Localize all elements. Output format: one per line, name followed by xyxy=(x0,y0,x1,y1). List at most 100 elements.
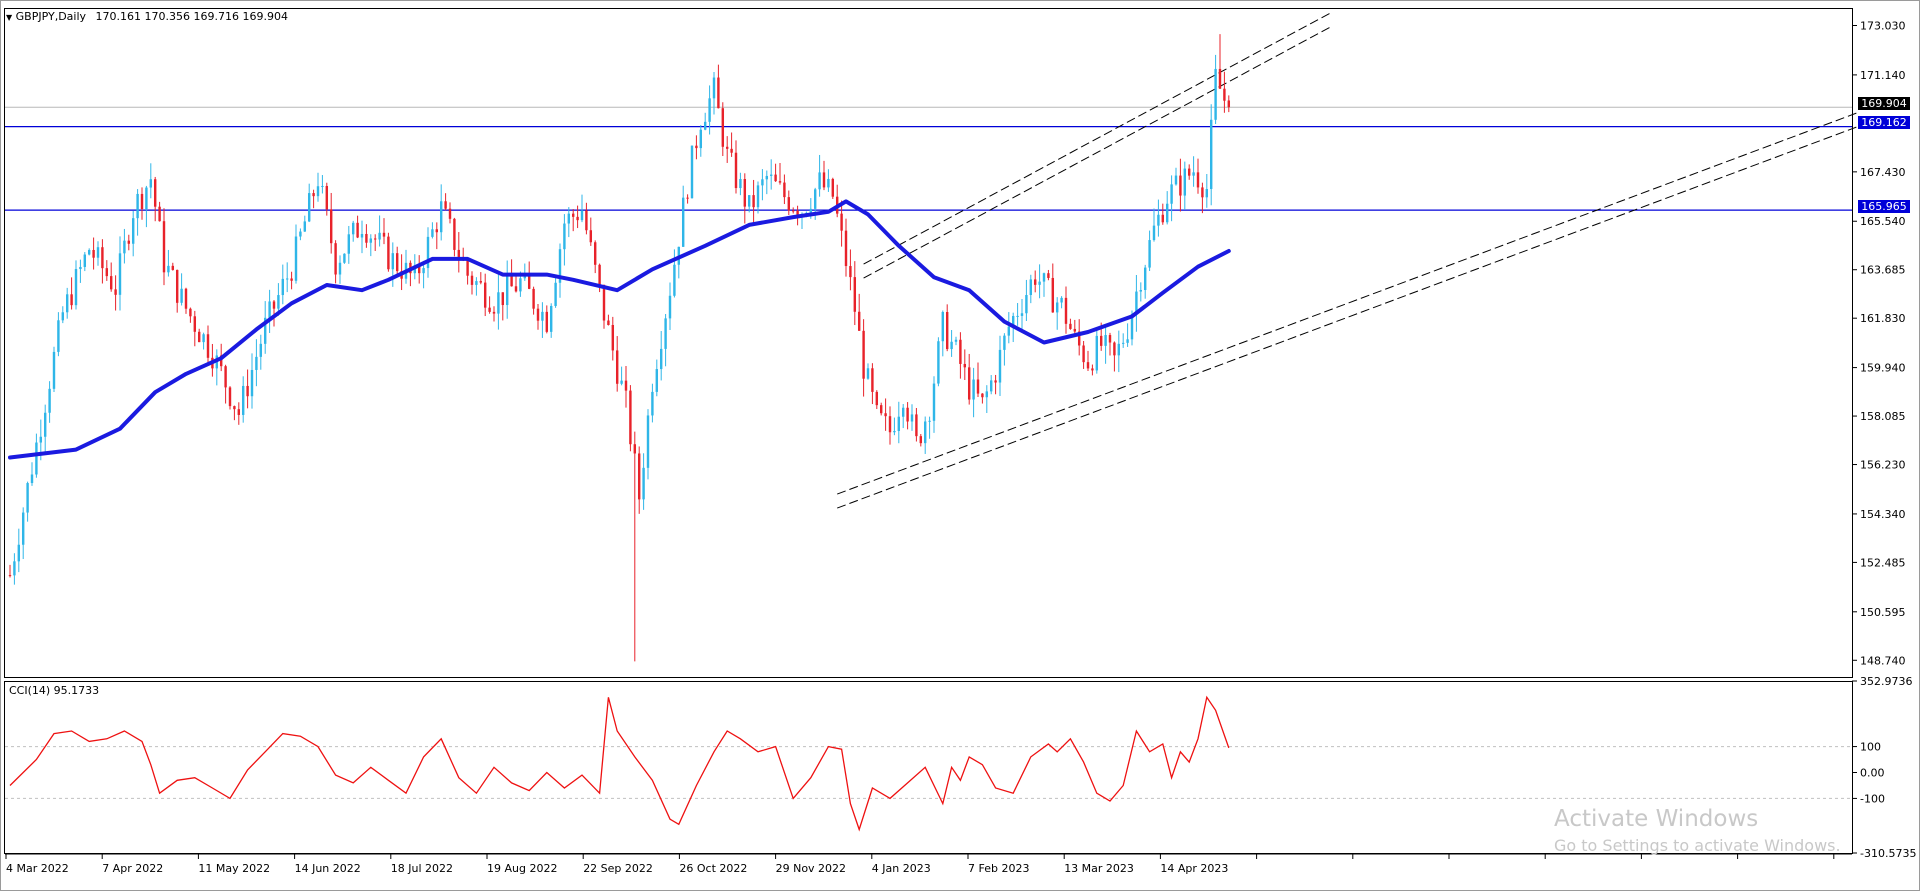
candle-body xyxy=(928,420,931,422)
trend-channel-line xyxy=(837,126,1859,509)
candle-body xyxy=(497,292,500,314)
candle-body xyxy=(1214,68,1217,120)
candle-body xyxy=(373,238,377,240)
price-axis-label: 167.430 xyxy=(1860,166,1906,179)
candle-body xyxy=(853,277,857,312)
candle-body xyxy=(1139,289,1143,292)
level-tag-lower: 165.965 xyxy=(1858,200,1910,213)
candle-body xyxy=(769,174,773,176)
candle-body xyxy=(866,368,870,379)
candle-body xyxy=(1148,240,1151,268)
candle-body xyxy=(1187,168,1191,176)
candle-body xyxy=(30,474,34,484)
candle-body xyxy=(52,351,56,389)
candle-body xyxy=(378,232,381,240)
candle-body xyxy=(611,324,615,351)
price-axis-label: 152.485 xyxy=(1860,556,1906,569)
cci-axis-label: 0.00 xyxy=(1860,766,1885,779)
candle-body xyxy=(589,230,593,243)
candle-body xyxy=(994,380,997,383)
candle-body xyxy=(325,185,329,210)
candle-body xyxy=(831,178,835,197)
candle-body xyxy=(338,262,342,275)
candle-body xyxy=(1183,168,1187,196)
time-axis-label: 7 Apr 2022 xyxy=(102,862,163,875)
trend-channel-line xyxy=(863,12,1331,265)
candle-body xyxy=(721,108,725,147)
candle-body xyxy=(123,240,126,254)
time-axis-label: 26 Oct 2022 xyxy=(679,862,747,875)
candle-body xyxy=(17,544,21,562)
candle-body xyxy=(915,414,918,437)
moving-average-line xyxy=(8,199,1231,460)
candle-body xyxy=(941,312,945,342)
activate-windows-watermark: Activate Windows Go to Settings to activ… xyxy=(1554,806,1841,855)
ohlc-values: 170.161 170.356 169.716 169.904 xyxy=(95,10,288,23)
candle-body xyxy=(444,201,447,209)
time-axis-label: 13 Mar 2023 xyxy=(1064,862,1134,875)
candle-body xyxy=(435,229,439,233)
candle-body xyxy=(224,366,227,388)
candle-body xyxy=(1192,172,1195,176)
candle-body xyxy=(140,193,144,210)
candle-body xyxy=(391,253,395,270)
candle-body xyxy=(39,436,43,443)
candle-body xyxy=(1003,335,1006,350)
candle-body xyxy=(1179,175,1182,196)
candle-body xyxy=(1227,100,1231,108)
time-axis-label: 29 Nov 2022 xyxy=(776,862,846,875)
cci-panel xyxy=(5,695,1852,832)
candle-body xyxy=(545,311,549,332)
candle-body xyxy=(57,320,60,352)
candle-body xyxy=(303,221,307,232)
candle-body xyxy=(959,339,962,364)
chart-menu-arrow-icon[interactable]: ▼ xyxy=(6,13,13,22)
time-axis-label: 4 Jan 2023 xyxy=(872,862,931,875)
candle-body xyxy=(950,341,953,350)
candle-body xyxy=(607,320,610,325)
candle-body xyxy=(633,444,637,454)
candle-body xyxy=(237,409,241,415)
candle-body xyxy=(312,193,315,197)
candle-body xyxy=(1016,315,1019,317)
candle-body xyxy=(580,210,584,221)
candle-body xyxy=(536,308,540,321)
candle-body xyxy=(281,278,285,296)
candle-body xyxy=(1007,326,1011,336)
candle-body xyxy=(250,369,254,397)
cci-axis-label: -100 xyxy=(1860,792,1885,805)
candle-body xyxy=(756,185,760,208)
candle-body xyxy=(167,265,170,273)
candle-body xyxy=(549,305,553,332)
price-axis-label: 154.340 xyxy=(1860,508,1906,521)
candle-body xyxy=(840,213,843,231)
candle-body xyxy=(1209,119,1213,190)
candle-body xyxy=(1117,343,1121,356)
candle-body xyxy=(897,416,901,431)
candle-body xyxy=(162,221,166,273)
candle-body xyxy=(360,233,364,238)
trend-channel-line xyxy=(863,26,1331,279)
candle-body xyxy=(888,416,892,433)
candle-body xyxy=(79,266,82,270)
candle-body xyxy=(1223,88,1226,101)
candle-body xyxy=(180,288,183,303)
candle-body xyxy=(114,289,117,295)
candle-body xyxy=(739,179,742,189)
candle-body xyxy=(343,253,346,263)
time-axis-label: 11 May 2022 xyxy=(198,862,270,875)
candle-body xyxy=(439,201,443,233)
candle-body xyxy=(259,343,263,357)
candle-body xyxy=(395,253,399,272)
candle-body xyxy=(1051,277,1055,313)
candle-body xyxy=(813,189,817,209)
candle-body xyxy=(101,247,104,269)
candle-body xyxy=(743,179,747,207)
candle-body xyxy=(576,216,579,221)
candle-body xyxy=(686,197,689,199)
candle-body xyxy=(906,407,909,422)
candle-body xyxy=(879,405,883,414)
price-axis-label: 156.230 xyxy=(1860,459,1906,472)
candle-body xyxy=(356,222,359,238)
